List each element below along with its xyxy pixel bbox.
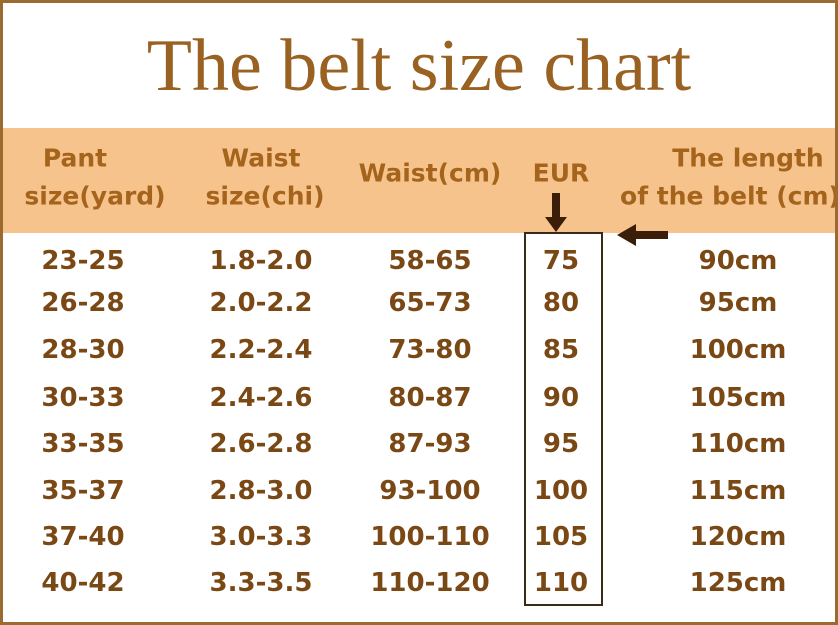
table-cell: 105cm [689,383,787,413]
table-cell: 33-35 [41,429,125,459]
table-cell: 80 [542,288,580,318]
table-cell: 3.3-3.5 [209,568,313,598]
column-header: size(chi) [205,181,325,211]
table-cell: 2.2-2.4 [209,335,313,365]
table-cell: 65-73 [388,288,472,318]
table-cell: 23-25 [41,246,125,276]
decorations [524,193,668,606]
table-cell: 87-93 [388,429,472,459]
table-cell: 90cm [698,246,778,276]
column-header: Waist(cm) [358,158,502,188]
table-cell: 110 [533,568,589,598]
table-cell: 95cm [698,288,778,318]
table-cell: 2.0-2.2 [209,288,313,318]
table-cell: 125cm [689,568,787,598]
table-cell: 110cm [689,429,787,459]
table-cell: 93-100 [379,476,481,506]
left-arrow [617,224,668,246]
title: The belt size chart [146,25,692,107]
table-cell: 100-110 [370,522,490,552]
table-cell: 100cm [689,335,787,365]
table-cell: 3.0-3.3 [209,522,313,552]
eur-highlight-box [524,232,603,606]
table-cell: 2.8-3.0 [209,476,313,506]
table-cell: 120cm [689,522,787,552]
table-cell: 100 [533,476,589,506]
header-band [3,128,835,233]
table-cell: 90 [542,383,580,413]
table-cell: 75 [542,246,580,276]
column-header: The length [672,143,824,173]
table-cell: 37-40 [41,522,125,552]
column-header: Pant [42,143,108,173]
table-cell: 26-28 [41,288,125,318]
table-cell: 115cm [689,476,787,506]
table-cell: 110-120 [370,568,490,598]
table-cell: 58-65 [388,246,472,276]
down-arrow [545,193,567,232]
column-header: EUR [532,158,590,188]
table-cell: 80-87 [388,383,472,413]
table-cell: 40-42 [41,568,125,598]
table-cell: 2.6-2.8 [209,429,313,459]
table-cell: 73-80 [388,335,472,365]
column-header: of the belt (cm) [620,181,838,211]
table-cell: 85 [542,335,580,365]
column-header: Waist [221,143,301,173]
table-cell: 28-30 [41,335,125,365]
table-cell: 30-33 [41,383,125,413]
table-cell: 105 [533,522,589,552]
column-header: size(yard) [24,181,166,211]
table-cell: 1.8-2.0 [209,246,313,276]
table-cell: 2.4-2.6 [209,383,313,413]
table-cell: 35-37 [41,476,125,506]
table-cell: 95 [542,429,580,459]
